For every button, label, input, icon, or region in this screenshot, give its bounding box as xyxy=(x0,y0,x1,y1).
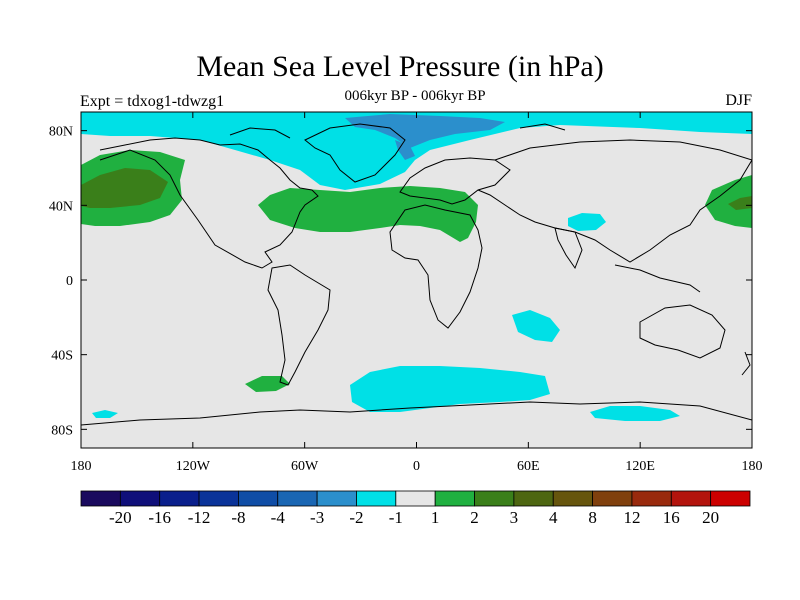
southern-ocean-negative-2 xyxy=(590,406,680,421)
north-pacific-positive-core xyxy=(81,168,168,208)
colorbar-label: 8 xyxy=(588,508,597,527)
colorbar-swatch xyxy=(710,490,751,507)
colorbar-label: -1 xyxy=(389,508,403,527)
colorbar-swatch xyxy=(277,490,318,507)
season-label: DJF xyxy=(725,92,752,109)
lon-tick-label: 120W xyxy=(176,459,211,474)
colorbar-label: -4 xyxy=(271,508,286,527)
colorbar-swatch xyxy=(434,490,475,507)
greenland-negative-core-2 xyxy=(395,140,415,160)
colorbar-label: 2 xyxy=(470,508,479,527)
colorbar-label: -3 xyxy=(310,508,324,527)
southern-ocean-negative xyxy=(350,366,550,412)
colorbar-label: 12 xyxy=(623,508,640,527)
lat-tick-label: 80S xyxy=(51,423,73,438)
colorbar-swatch xyxy=(80,490,121,507)
colorbar-label: -16 xyxy=(148,508,171,527)
experiment-label: Expt = tdxog1-tdwzg1 xyxy=(80,93,225,110)
colorbar-label: -2 xyxy=(349,508,363,527)
lon-tick-label: 0 xyxy=(413,459,420,474)
colorbar-labels: -20 -16 -12 -8 -4 -3 -2 -1 1 2 3 4 8 12 16 20 xyxy=(109,508,719,527)
colorbar-label: -20 xyxy=(109,508,132,527)
colorbar-swatch xyxy=(592,490,633,507)
lon-tick-label: 60E xyxy=(517,459,540,474)
lat-tick-label: 40N xyxy=(49,199,73,214)
colorbar-swatch xyxy=(670,490,712,507)
colorbar-label: -8 xyxy=(231,508,245,527)
north-pacific-positive-east-core xyxy=(728,196,752,210)
lat-tick-label: 0 xyxy=(66,274,73,289)
lat-tick-label: 80N xyxy=(49,125,73,140)
colorbar-label: 4 xyxy=(549,508,558,527)
colorbar-label: 1 xyxy=(431,508,440,527)
asia-negative-patch xyxy=(568,213,606,231)
colorbar xyxy=(80,490,751,507)
arctic-negative-band xyxy=(81,112,752,190)
colorbar-label: 3 xyxy=(510,508,519,527)
north-pacific-positive-east xyxy=(705,175,752,228)
colorbar-swatch xyxy=(552,490,593,507)
colorbar-swatch xyxy=(474,490,515,507)
colorbar-swatch xyxy=(316,490,357,507)
colorbar-swatch xyxy=(356,490,397,507)
coastlines xyxy=(81,123,752,426)
plot-subtitle: 006kyr BP - 006kyr BP xyxy=(344,88,486,104)
indian-ocean-negative xyxy=(512,310,560,342)
lon-tick-label: 180 xyxy=(71,459,92,474)
southern-ocean-negative-3 xyxy=(92,410,118,418)
plot-title: Mean Sea Level Pressure (in hPa) xyxy=(196,50,604,83)
colorbar-swatch xyxy=(631,490,672,507)
longitude-ticks: 180 120W 60W 0 60E 120E 180 xyxy=(71,112,763,474)
colorbar-swatch xyxy=(119,490,161,507)
colorbar-swatch xyxy=(513,490,554,507)
latitude-ticks: 80N 40N 0 40S 80S xyxy=(49,125,752,438)
lon-tick-label: 60W xyxy=(291,459,319,474)
colorbar-label: -12 xyxy=(188,508,211,527)
south-atlantic-positive xyxy=(245,376,290,392)
colorbar-label: 16 xyxy=(663,508,680,527)
lon-tick-label: 120E xyxy=(625,459,655,474)
lat-tick-label: 40S xyxy=(51,349,73,364)
colorbar-swatch xyxy=(159,490,200,507)
greenland-negative-core xyxy=(345,114,505,148)
colorbar-label: 20 xyxy=(702,508,719,527)
lon-tick-label: 180 xyxy=(742,459,763,474)
colorbar-swatch xyxy=(395,490,436,507)
colorbar-swatch xyxy=(198,490,239,507)
colorbar-swatch xyxy=(238,490,279,507)
